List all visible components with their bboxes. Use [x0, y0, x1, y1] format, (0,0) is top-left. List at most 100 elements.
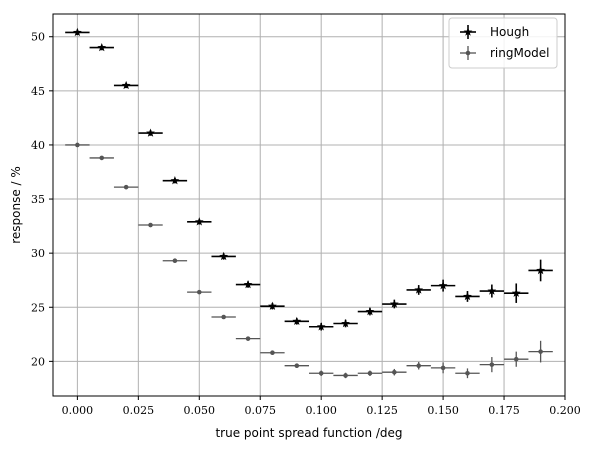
Hough-point — [113, 80, 139, 90]
x-tick-label: 0.000 — [62, 404, 94, 417]
Hough-point — [284, 316, 309, 326]
ringModel-marker — [367, 370, 373, 376]
Hough-point — [211, 251, 236, 261]
legend-item-Hough: Hough — [460, 25, 529, 39]
grid — [53, 14, 566, 396]
x-tick-label: 0.200 — [549, 404, 581, 417]
Hough-point — [235, 279, 261, 289]
legend-item-ringModel: ringModel — [460, 46, 550, 60]
ringModel-point — [309, 370, 334, 376]
Hough-marker — [316, 322, 326, 331]
legend: Hough ringModel — [448, 17, 558, 69]
ringModel-marker — [270, 350, 275, 356]
x-tick-label: 0.050 — [184, 404, 216, 417]
ringModel-point — [113, 184, 139, 190]
Hough-point — [260, 301, 285, 310]
ringModel-point — [406, 361, 431, 370]
ringModel-marker — [245, 336, 251, 341]
plot-frame — [52, 13, 566, 397]
series-Hough — [65, 27, 553, 331]
ringModel-point — [187, 289, 212, 295]
Hough-marker — [487, 286, 497, 295]
Hough-marker — [463, 291, 472, 301]
Hough-marker — [414, 285, 424, 294]
ringModel-marker — [343, 373, 348, 378]
legend-label: ringModel — [490, 46, 550, 60]
x-tick-label: 0.100 — [305, 404, 337, 417]
Hough-marker — [243, 279, 253, 289]
ringModel-point — [528, 340, 553, 363]
Hough-point — [187, 217, 212, 226]
Hough-point — [357, 306, 383, 316]
ringModel-point — [333, 372, 358, 379]
x-tick-label: 0.025 — [123, 404, 155, 417]
Hough-point — [455, 291, 480, 302]
Hough-marker — [511, 288, 521, 297]
ringModel-point — [430, 362, 456, 374]
ringModel-marker — [172, 258, 178, 264]
Hough-marker — [292, 316, 302, 326]
plot-series — [65, 27, 553, 379]
ringModel-point — [89, 155, 114, 161]
Hough-point — [309, 322, 334, 331]
y-axis-label: response / % — [9, 166, 23, 244]
Hough-point — [528, 259, 553, 282]
Hough-marker — [438, 281, 448, 290]
ringModel-marker — [196, 289, 202, 295]
x-axis-label: true point spread function /deg — [215, 426, 402, 440]
x-tick-label: 0.125 — [366, 404, 398, 417]
Hough-point — [65, 27, 90, 37]
ringModel-marker — [440, 365, 446, 371]
ringModel-point — [284, 363, 309, 368]
ringModel-point — [138, 222, 163, 228]
ringModel-marker — [75, 142, 80, 148]
y-tick-label: 40 — [31, 139, 45, 152]
ringModel-marker — [294, 363, 300, 368]
legend-box — [448, 17, 558, 69]
Hough-marker — [219, 251, 229, 261]
Hough-point — [382, 299, 407, 309]
ringModel-point — [382, 368, 407, 376]
x-tick-label: 0.150 — [427, 404, 459, 417]
Hough-marker — [365, 306, 375, 316]
Hough-marker — [341, 318, 350, 328]
ringModel-marker — [392, 369, 397, 375]
Hough-marker — [268, 301, 277, 310]
ringModel-marker — [318, 370, 324, 376]
Hough-marker — [389, 299, 399, 308]
y-tick-label: 20 — [31, 355, 45, 368]
Hough-marker — [97, 42, 107, 52]
ringModel-marker — [99, 155, 105, 161]
ringModel-point — [211, 314, 236, 320]
y-tick-label: 25 — [31, 301, 45, 314]
ringModel-marker — [221, 314, 226, 320]
Hough-point — [406, 285, 431, 295]
legend-marker — [463, 27, 473, 36]
Hough-point — [504, 283, 529, 303]
ringModel-point — [504, 351, 529, 367]
Hough-point — [430, 279, 456, 292]
Hough-point — [333, 318, 358, 328]
legend-label: Hough — [490, 25, 529, 39]
legend-marker — [465, 50, 471, 56]
ringModel-marker — [489, 362, 495, 367]
x-tick-label: 0.075 — [244, 404, 276, 417]
y-tick-label: 45 — [31, 85, 45, 98]
ringModel-point — [357, 370, 383, 376]
ringModel-marker — [465, 370, 470, 376]
x-tick-label: 0.175 — [488, 404, 520, 417]
Hough-marker — [536, 265, 545, 275]
ringModel-point — [455, 368, 480, 379]
ringModel-marker — [123, 184, 129, 190]
series-ringModel — [65, 142, 553, 379]
Hough-point — [162, 176, 188, 185]
ringModel-point — [65, 142, 90, 148]
ringModel-marker — [416, 363, 422, 368]
Hough-marker — [121, 80, 131, 90]
y-tick-label: 50 — [31, 31, 45, 44]
Hough-point — [138, 128, 163, 137]
Hough-marker — [146, 128, 155, 137]
Hough-point — [479, 284, 505, 298]
Hough-marker — [194, 217, 204, 226]
